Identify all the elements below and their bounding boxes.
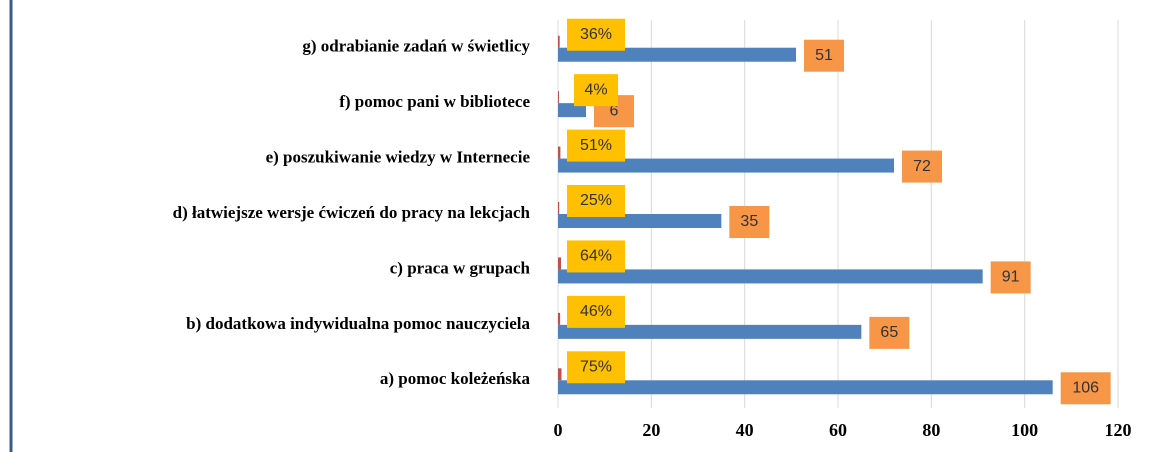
value-label: 25% — [580, 192, 612, 209]
category-label: c) praca w grupach — [390, 258, 531, 277]
value-label-box — [567, 185, 625, 217]
value-label: 64% — [580, 248, 612, 265]
value-label: 6 — [610, 102, 619, 119]
x-tick-label: 80 — [922, 420, 940, 440]
value-label: 51% — [580, 137, 612, 154]
value-label: 4% — [584, 81, 607, 98]
value-label: 36% — [580, 26, 612, 43]
bar — [558, 146, 561, 159]
value-label-box — [567, 240, 625, 273]
value-label-box — [567, 295, 625, 328]
value-label: 65 — [880, 324, 898, 341]
value-label: 35 — [740, 213, 758, 230]
bar — [558, 324, 862, 339]
category-label: d) łatwiejsze wersje ćwiczeń do pracy na… — [173, 203, 531, 222]
value-label-box — [574, 74, 618, 107]
value-label-box — [902, 150, 942, 183]
x-tick-label: 100 — [1011, 420, 1038, 440]
x-tick-label: 120 — [1105, 420, 1132, 440]
value-label: 91 — [1002, 269, 1020, 286]
category-label: a) pomoc koleżeńska — [380, 369, 531, 388]
category-label: g) odrabianie zadań w świetlicy — [302, 37, 530, 56]
value-label-box — [567, 129, 625, 162]
bar — [558, 91, 559, 104]
value-label-box — [990, 261, 1031, 294]
value-label-box — [567, 18, 625, 51]
value-label-box — [804, 39, 844, 72]
x-tick-label: 60 — [829, 420, 847, 440]
bar — [558, 202, 560, 214]
bar — [558, 257, 561, 270]
value-label: 106 — [1072, 380, 1099, 397]
bar — [558, 35, 560, 48]
bar — [558, 368, 562, 381]
bar — [558, 312, 561, 325]
bar — [558, 380, 1053, 395]
x-tick-label: 0 — [554, 420, 563, 440]
value-label-box — [1060, 372, 1111, 405]
bar — [558, 214, 722, 228]
value-label: 46% — [580, 303, 612, 320]
value-label: 51 — [815, 47, 833, 64]
value-label-box — [729, 206, 770, 238]
category-label: b) dodatkowa indywidualna pomoc nauczyci… — [186, 314, 530, 333]
x-tick-label: 20 — [642, 420, 660, 440]
bar — [558, 47, 796, 62]
value-label: 75% — [580, 359, 612, 376]
value-label-box — [567, 351, 625, 384]
bar — [558, 269, 983, 284]
x-tick-label: 40 — [736, 420, 754, 440]
category-label: e) poszukiwanie wiedzy w Internecie — [266, 147, 531, 166]
bar — [558, 103, 586, 118]
value-label: 72 — [913, 158, 931, 175]
value-label-box — [869, 316, 910, 349]
bar — [558, 158, 894, 173]
category-label: f) pomoc pani w bibliotece — [339, 92, 530, 111]
